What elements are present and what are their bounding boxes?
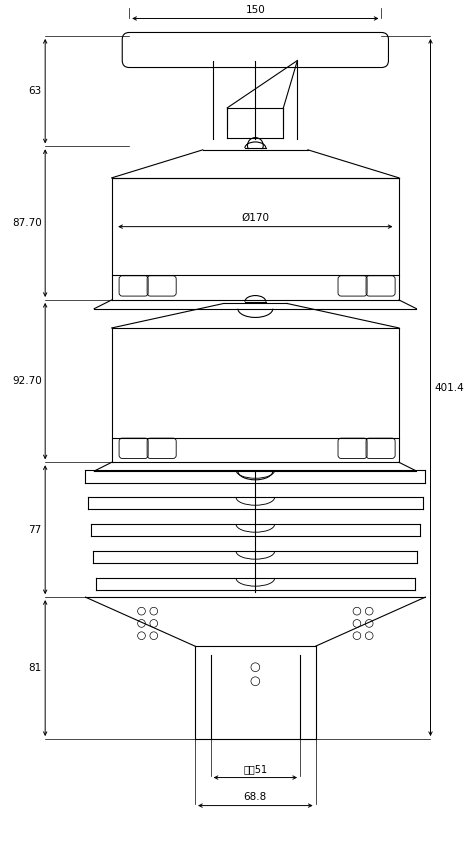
Text: 77: 77 — [28, 524, 42, 535]
Text: 92.70: 92.70 — [12, 376, 42, 386]
Text: 87.70: 87.70 — [12, 218, 42, 228]
Text: 401.4: 401.4 — [434, 383, 464, 392]
Text: 81: 81 — [28, 663, 42, 673]
Text: 150: 150 — [245, 5, 265, 15]
Text: 63: 63 — [28, 86, 42, 96]
Polygon shape — [112, 149, 399, 178]
Text: Ø170: Ø170 — [242, 213, 269, 223]
Text: 内径51: 内径51 — [243, 764, 267, 774]
Text: 68.8: 68.8 — [244, 792, 267, 802]
